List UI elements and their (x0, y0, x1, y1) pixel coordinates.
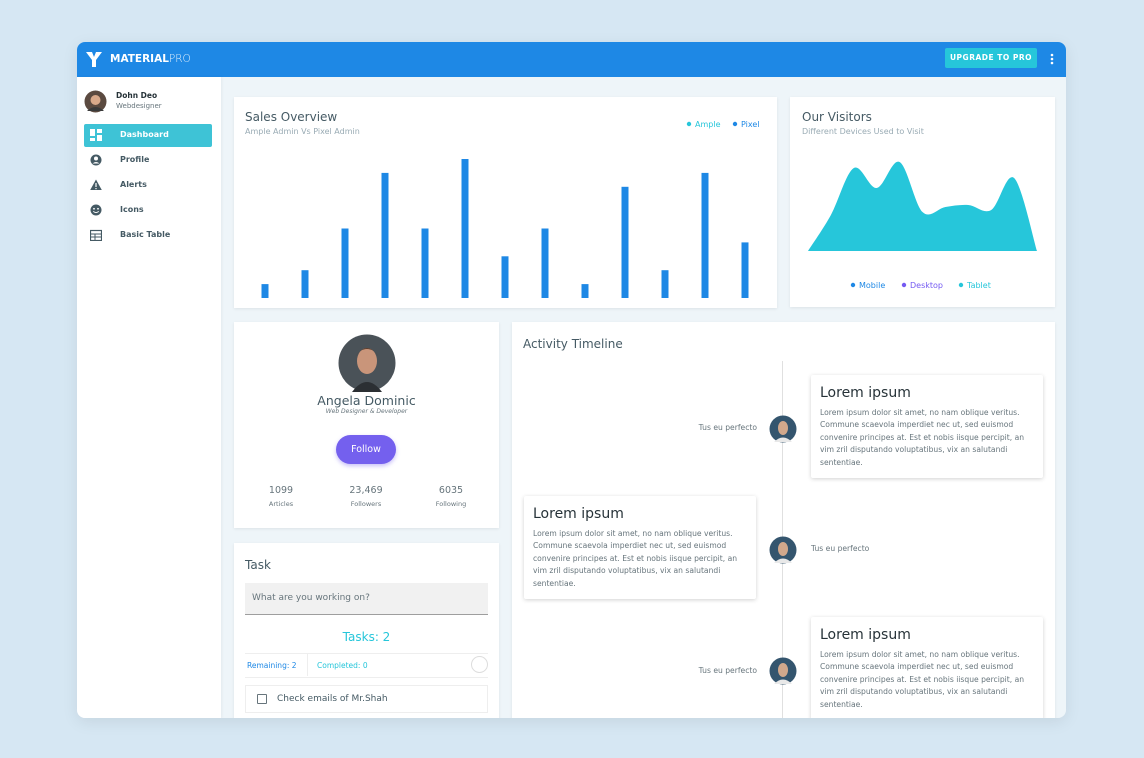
timeline-time: Tus eu perfecto (811, 544, 870, 553)
upgrade-button[interactable]: UPGRADE TO PRO (945, 48, 1037, 68)
stat-value: 6035 (438, 485, 464, 496)
profile-name: Angela Dominic (317, 393, 416, 408)
app-frame: MATERIALPRO UPGRADE TO PRO Dohn Deo Webd… (77, 42, 1066, 718)
card-title: Activity Timeline (523, 337, 623, 351)
menu-label: Basic Table (120, 230, 171, 239)
task-card: Task What are you working on? Tasks: 2 R… (234, 543, 499, 718)
menu-icon (90, 129, 102, 141)
entry-body: Lorem ipsum dolor sit amet, no nam obliq… (533, 529, 738, 588)
task-placeholder: What are you working on? (252, 593, 370, 603)
timeline-time: Tus eu perfecto (698, 666, 757, 675)
menu-label: Profile (120, 155, 150, 164)
user-role: Webdesigner (116, 102, 162, 110)
visitors-card: Our Visitors Different Devices Used to V… (790, 97, 1055, 307)
brand-bold: MATERIAL (110, 53, 169, 65)
entry-body: Lorem ipsum dolor sit amet, no nam obliq… (820, 650, 1025, 709)
follow-button[interactable]: Follow (336, 435, 396, 464)
entry-heading: Lorem ipsum (820, 385, 911, 401)
timeline-entry: Lorem ipsum Lorem ipsum dolor sit amet, n… (811, 617, 1043, 718)
menu-icon (90, 204, 102, 216)
stat-value: 23,469 (349, 485, 383, 496)
user-avatar (84, 90, 107, 113)
task-summary: Remaining: 2 Completed: 0 (245, 653, 488, 678)
top-bar: MATERIALPRO UPGRADE TO PRO (77, 42, 1066, 77)
menu-item[interactable]: Profile (84, 149, 212, 172)
timeline-avatar (769, 536, 797, 564)
task-text: Check emails of Mr.Shah (277, 694, 388, 704)
sidebar: Dohn Deo Webdesigner Dashboard Profile A… (77, 77, 221, 718)
profile-card: Angela Dominic Web Designer & Developer … (234, 322, 499, 528)
menu-item[interactable]: Basic Table (84, 224, 212, 247)
menu-item[interactable]: Dashboard (84, 124, 212, 147)
task-item[interactable]: Check emails of Mr.Shah (245, 685, 488, 713)
sales-card: Sales Overview Ample Admin Vs Pixel Admi… (234, 97, 777, 308)
task-checkbox[interactable] (257, 694, 267, 704)
divider (307, 653, 308, 676)
completed-count: Completed: 0 (317, 661, 368, 670)
menu-item[interactable]: Alerts (84, 174, 212, 197)
entry-heading: Lorem ipsum (533, 506, 624, 522)
stat-label: Articles (268, 500, 294, 508)
menu-icon (90, 229, 102, 241)
brand-light: PRO (168, 53, 191, 65)
menu-label: Dashboard (120, 130, 169, 139)
user-name: Dohn Deo (116, 91, 158, 100)
stat-label: Followers (350, 500, 382, 508)
logo-icon (86, 52, 102, 67)
timeline-avatar (769, 415, 797, 443)
profile-avatar (338, 334, 396, 392)
menu-item[interactable]: Icons (84, 199, 212, 222)
entry-body: Lorem ipsum dolor sit amet, no nam obliq… (820, 408, 1025, 467)
task-input[interactable]: What are you working on? (245, 583, 488, 615)
entry-heading: Lorem ipsum (820, 627, 911, 643)
timeline-time: Tus eu perfecto (698, 423, 757, 432)
profile-role: Web Designer & Developer (325, 408, 408, 415)
timeline-entry: Lorem ipsum Lorem ipsum dolor sit amet, n… (811, 375, 1043, 479)
remaining-count: Remaining: 2 (247, 661, 297, 670)
timeline-avatar (769, 657, 797, 685)
card-title: Sales Overview (245, 110, 338, 124)
card-subtitle: Different Devices Used to Visit (802, 127, 924, 136)
card-title: Our Visitors (802, 110, 872, 124)
menu-icon (90, 179, 102, 190)
timeline-entry: Lorem ipsum Lorem ipsum dolor sit amet, n… (524, 496, 756, 600)
stat-value: 1099 (268, 485, 294, 496)
menu-icon (90, 154, 102, 166)
menu-label: Alerts (120, 180, 147, 189)
brand: MATERIALPRO (110, 53, 191, 65)
timeline-card: Activity Timeline Tus eu perfecto Lorem … (512, 322, 1055, 718)
task-count: Tasks: 2 (342, 630, 391, 644)
progress-ring (471, 656, 488, 673)
card-subtitle: Ample Admin Vs Pixel Admin (245, 127, 360, 136)
card-title: Task (245, 558, 271, 572)
stat-label: Following (435, 500, 467, 508)
more-menu[interactable] (1049, 52, 1055, 66)
menu-label: Icons (120, 205, 144, 214)
